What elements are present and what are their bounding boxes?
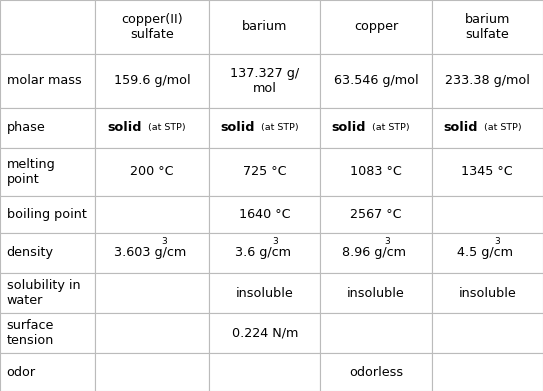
Bar — [320, 233, 432, 273]
Text: molar mass: molar mass — [7, 74, 81, 87]
Bar — [95, 313, 209, 353]
Bar — [209, 313, 320, 353]
Text: solubility in
water: solubility in water — [7, 279, 80, 307]
Bar — [95, 233, 209, 273]
Bar — [95, 148, 209, 196]
Text: 137.327 g/
mol: 137.327 g/ mol — [230, 66, 299, 95]
Text: boiling point: boiling point — [7, 208, 86, 221]
Bar — [0, 313, 95, 353]
Bar — [209, 148, 320, 196]
Bar — [432, 196, 543, 233]
Bar — [95, 196, 209, 233]
Text: barium: barium — [242, 20, 287, 33]
Text: 2567 °C: 2567 °C — [350, 208, 402, 221]
Text: 1345 °C: 1345 °C — [462, 165, 513, 178]
Bar — [0, 196, 95, 233]
Bar — [209, 273, 320, 313]
Bar — [320, 148, 432, 196]
Text: melting
point: melting point — [7, 158, 55, 186]
Text: surface
tension: surface tension — [7, 319, 54, 347]
Bar — [209, 353, 320, 391]
Bar — [209, 0, 320, 54]
Text: insoluble: insoluble — [458, 287, 516, 300]
Bar — [95, 108, 209, 148]
Text: solid: solid — [108, 121, 142, 134]
Bar — [432, 233, 543, 273]
Bar — [432, 54, 543, 108]
Text: odor: odor — [7, 366, 36, 378]
Bar — [95, 0, 209, 54]
Text: 8.96 g/cm: 8.96 g/cm — [342, 246, 406, 259]
Text: 725 °C: 725 °C — [243, 165, 287, 178]
Bar — [320, 0, 432, 54]
Bar — [320, 313, 432, 353]
Text: (at STP): (at STP) — [142, 123, 186, 132]
Text: insoluble: insoluble — [236, 287, 294, 300]
Text: phase: phase — [7, 121, 45, 134]
Bar — [320, 353, 432, 391]
Bar — [95, 353, 209, 391]
Bar — [432, 108, 543, 148]
Text: density: density — [7, 246, 54, 259]
Text: copper(II)
sulfate: copper(II) sulfate — [121, 13, 183, 41]
Bar — [0, 353, 95, 391]
Bar — [432, 148, 543, 196]
Text: copper: copper — [354, 20, 398, 33]
Bar — [432, 273, 543, 313]
Text: odorless: odorless — [349, 366, 403, 378]
Bar — [0, 54, 95, 108]
Text: solid: solid — [220, 121, 255, 134]
Bar — [320, 54, 432, 108]
Bar — [320, 196, 432, 233]
Text: 1083 °C: 1083 °C — [350, 165, 402, 178]
Text: solid: solid — [443, 121, 478, 134]
Text: 3: 3 — [384, 237, 390, 246]
Text: 3.6 g/cm: 3.6 g/cm — [235, 246, 291, 259]
Text: 3: 3 — [161, 237, 167, 246]
Bar — [432, 0, 543, 54]
Text: insoluble: insoluble — [347, 287, 405, 300]
Text: (at STP): (at STP) — [255, 123, 299, 132]
Text: 3.603 g/cm: 3.603 g/cm — [113, 246, 186, 259]
Bar — [209, 233, 320, 273]
Text: 1640 °C: 1640 °C — [239, 208, 291, 221]
Bar — [320, 273, 432, 313]
Text: barium
sulfate: barium sulfate — [465, 13, 510, 41]
Text: (at STP): (at STP) — [478, 123, 521, 132]
Text: (at STP): (at STP) — [366, 123, 410, 132]
Bar — [95, 54, 209, 108]
Text: 3: 3 — [272, 237, 278, 246]
Text: 0.224 N/m: 0.224 N/m — [231, 326, 298, 340]
Text: 63.546 g/mol: 63.546 g/mol — [334, 74, 418, 87]
Bar — [432, 353, 543, 391]
Text: 200 °C: 200 °C — [130, 165, 174, 178]
Text: 159.6 g/mol: 159.6 g/mol — [113, 74, 191, 87]
Text: 233.38 g/mol: 233.38 g/mol — [445, 74, 530, 87]
Text: solid: solid — [332, 121, 366, 134]
Text: 3: 3 — [495, 237, 501, 246]
Bar — [209, 196, 320, 233]
Bar — [209, 108, 320, 148]
Bar — [0, 0, 95, 54]
Bar — [0, 233, 95, 273]
Bar — [209, 54, 320, 108]
Bar — [320, 108, 432, 148]
Bar — [432, 313, 543, 353]
Bar — [0, 148, 95, 196]
Bar — [0, 108, 95, 148]
Bar — [95, 273, 209, 313]
Text: 4.5 g/cm: 4.5 g/cm — [457, 246, 513, 259]
Bar — [0, 273, 95, 313]
